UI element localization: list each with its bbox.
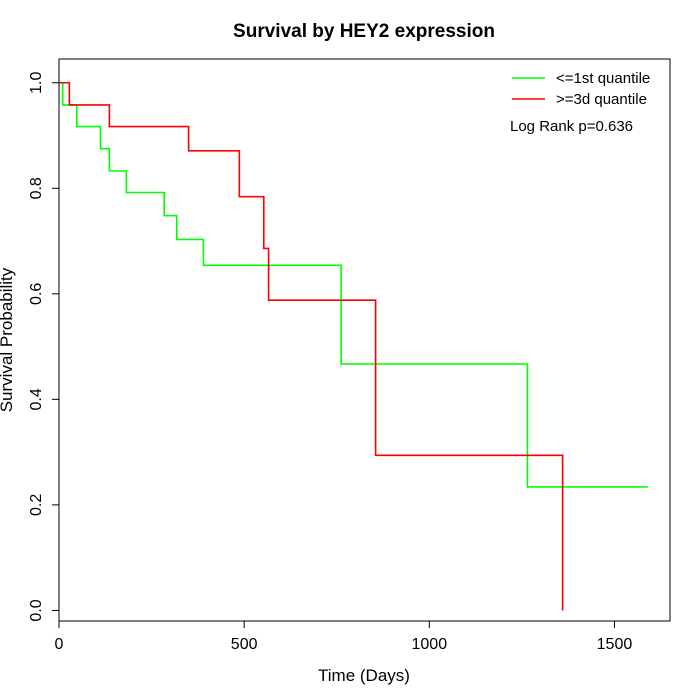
plot-frame bbox=[58, 58, 671, 622]
y-tick-label: 0.2 bbox=[28, 494, 45, 516]
x-tick-label: 1000 bbox=[412, 636, 448, 653]
legend: <=1st quantile >=3d quantile Log Rank p=… bbox=[510, 70, 650, 135]
log-rank-annotation: Log Rank p=0.636 bbox=[510, 118, 633, 135]
x-axis: 0 500 1000 1500 bbox=[55, 621, 633, 653]
y-axis-title: Survival Probability bbox=[0, 267, 16, 412]
x-tick-label: 0 bbox=[55, 636, 64, 653]
low-quantile-curve bbox=[59, 81, 648, 488]
x-tick-label: 1500 bbox=[597, 636, 633, 653]
y-tick-label: 0.6 bbox=[28, 283, 45, 305]
chart-title: Survival by HEY2 expression bbox=[233, 21, 495, 42]
x-tick-label: 500 bbox=[231, 636, 258, 653]
high-quantile-curve bbox=[59, 81, 564, 611]
survival-curves bbox=[59, 81, 648, 611]
legend-label-high: >=3d quantile bbox=[556, 91, 647, 108]
y-tick-label: 0.4 bbox=[28, 388, 45, 410]
x-axis-title: Time (Days) bbox=[318, 666, 410, 685]
y-tick-label: 0.8 bbox=[28, 177, 45, 199]
legend-label-low: <=1st quantile bbox=[556, 70, 650, 87]
y-axis: 0.0 0.2 0.4 0.6 0.8 1.0 bbox=[28, 72, 59, 622]
y-tick-label: 1.0 bbox=[28, 72, 45, 94]
y-tick-label: 0.0 bbox=[28, 599, 45, 621]
